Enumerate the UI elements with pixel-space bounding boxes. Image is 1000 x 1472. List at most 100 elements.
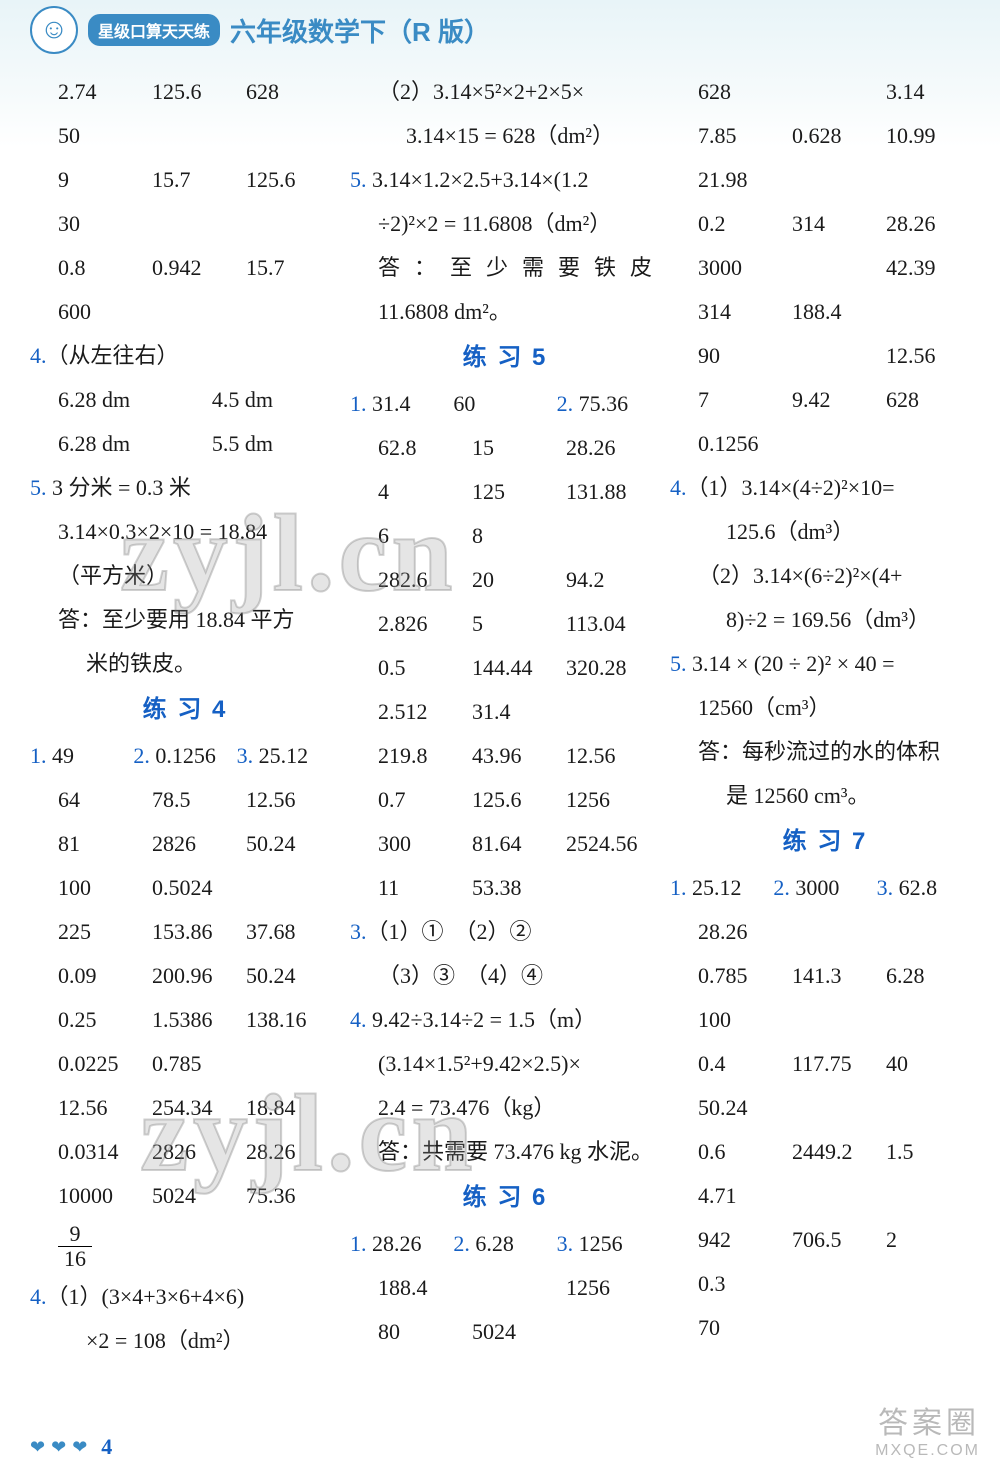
data-cell: 15	[472, 426, 566, 470]
data-cell	[566, 1310, 660, 1354]
data-cell: 9.42	[792, 378, 886, 422]
data-cell: 0.5	[378, 646, 472, 690]
c2-q5a: 5. 3.14×1.2×2.5+3.14×(1.2	[350, 158, 660, 202]
data-cell: 225	[58, 910, 152, 954]
c2-line: 3.14×15 = 628（dm²）	[350, 114, 660, 158]
data-row: 805024	[350, 1310, 660, 1354]
data-cell: 78.5	[152, 778, 246, 822]
data-row: 28.26	[670, 910, 980, 954]
data-cell: 28.26	[246, 1130, 340, 1174]
data-cell: 144.44	[472, 646, 566, 690]
column-3: 6283.147.850.62810.9921.980.231428.26300…	[670, 70, 980, 1363]
data-cell: 0.09	[58, 954, 152, 998]
data-cell: 43.96	[472, 734, 566, 778]
data-cell: 200.96	[152, 954, 246, 998]
footer-dot-icon: ❤	[72, 1437, 87, 1458]
data-cell	[792, 910, 886, 954]
brand-cn: 答案圈	[875, 1398, 980, 1442]
data-cell: 2826	[152, 1130, 246, 1174]
data-cell: 100	[698, 998, 792, 1042]
c2-line: 答：共需要 73.476 kg 水泥。	[350, 1130, 660, 1174]
data-row: 2.74125.6628	[30, 70, 340, 114]
c2-line: 11.6808 dm²。	[350, 290, 660, 334]
data-cell: 5024	[152, 1174, 246, 1218]
data-row: 0.09200.9650.24	[30, 954, 340, 998]
data-cell: 3.14	[886, 70, 980, 114]
data-cell	[886, 998, 980, 1042]
data-cell: 50	[58, 114, 152, 158]
data-cell: 70	[698, 1306, 792, 1350]
data-cell	[472, 1266, 566, 1310]
data-cell: 0.4	[698, 1042, 792, 1086]
data-cell	[152, 202, 246, 246]
data-cell: 5024	[472, 1310, 566, 1354]
data-cell: 2.74	[58, 70, 152, 114]
data-row: 68	[350, 514, 660, 558]
data-cell: 300	[378, 822, 472, 866]
c2-q3a: 3.（1）① （2）②	[350, 910, 660, 954]
data-row: 942706.52	[670, 1218, 980, 1262]
data-row: 219.843.9612.56	[350, 734, 660, 778]
data-cell: 12.56	[886, 334, 980, 378]
data-row: 188.41256	[350, 1266, 660, 1310]
q5-line: 答：至少要用 18.84 平方	[30, 598, 340, 642]
data-row: 21.98	[670, 158, 980, 202]
data-cell: 219.8	[378, 734, 472, 778]
data-cell	[792, 70, 886, 114]
data-row: 600	[30, 290, 340, 334]
data-cell: 117.75	[792, 1042, 886, 1086]
data-cell: 0.6	[698, 1130, 792, 1174]
data-row: 0.7125.61256	[350, 778, 660, 822]
data-cell	[246, 866, 340, 910]
data-cell: 15.7	[152, 158, 246, 202]
data-row: 225153.8637.68	[30, 910, 340, 954]
data-cell	[886, 290, 980, 334]
data-cell	[792, 334, 886, 378]
data-cell	[792, 1174, 886, 1218]
data-cell: 6.28	[886, 954, 980, 998]
c3-q5a: 5. 3.14 × (20 ÷ 2)² × 40 =	[670, 642, 980, 686]
data-cell: 2524.56	[566, 822, 660, 866]
data-row: 1153.38	[350, 866, 660, 910]
p4-q4b: ×2 = 108（dm²）	[30, 1319, 340, 1363]
data-cell: 90	[698, 334, 792, 378]
footer-dot-icon: ❤	[30, 1437, 45, 1458]
c2-line: （2）3.14×5²×2+2×5×	[350, 70, 660, 114]
data-cell	[792, 246, 886, 290]
c2-line: 答：至少需要铁皮	[350, 246, 660, 290]
footer-dot-icon: ❤	[51, 1437, 66, 1458]
data-cell: 153.86	[152, 910, 246, 954]
q4-row: 6.28 dm5.5 dm	[30, 422, 340, 466]
c3-line: 8)÷2 = 169.56（dm³）	[670, 598, 980, 642]
data-cell: 2.512	[378, 690, 472, 734]
data-cell: 80	[378, 1310, 472, 1354]
p4-q4a: 4.（1）(3×4+3×6+4×6)	[30, 1275, 340, 1319]
data-cell: 8	[472, 514, 566, 558]
q5-line: 5. 3 分米 = 0.3 米	[30, 466, 340, 510]
data-cell: 10.99	[886, 114, 980, 158]
data-cell: 21.98	[698, 158, 792, 202]
data-cell: 125	[472, 470, 566, 514]
data-cell	[792, 1262, 886, 1306]
data-cell	[792, 158, 886, 202]
data-cell	[792, 1306, 886, 1350]
q4-label: 4.4.（从左往右）（从左往右）	[30, 334, 340, 378]
data-cell: 40	[886, 1042, 980, 1086]
data-cell: 28.26	[566, 426, 660, 470]
data-cell: 0.785	[152, 1042, 246, 1086]
data-cell: 6	[378, 514, 472, 558]
data-row: 4.71	[670, 1174, 980, 1218]
data-cell: 4	[378, 470, 472, 514]
data-row: 0.02250.785	[30, 1042, 340, 1086]
data-cell: 628	[698, 70, 792, 114]
data-cell	[886, 1174, 980, 1218]
fraction-row: 916	[30, 1218, 340, 1275]
data-cell: 0.942	[152, 246, 246, 290]
data-cell: 125.6	[246, 158, 340, 202]
data-cell	[792, 1086, 886, 1130]
data-cell: 7.85	[698, 114, 792, 158]
c3-line: 125.6（dm³）	[670, 510, 980, 554]
data-cell: 62.8	[378, 426, 472, 470]
data-row: 70	[670, 1306, 980, 1350]
data-cell: 2.826	[378, 602, 472, 646]
